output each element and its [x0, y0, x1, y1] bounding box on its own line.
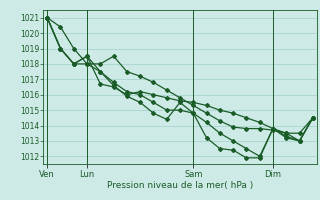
X-axis label: Pression niveau de la mer( hPa ): Pression niveau de la mer( hPa ): [107, 181, 253, 190]
